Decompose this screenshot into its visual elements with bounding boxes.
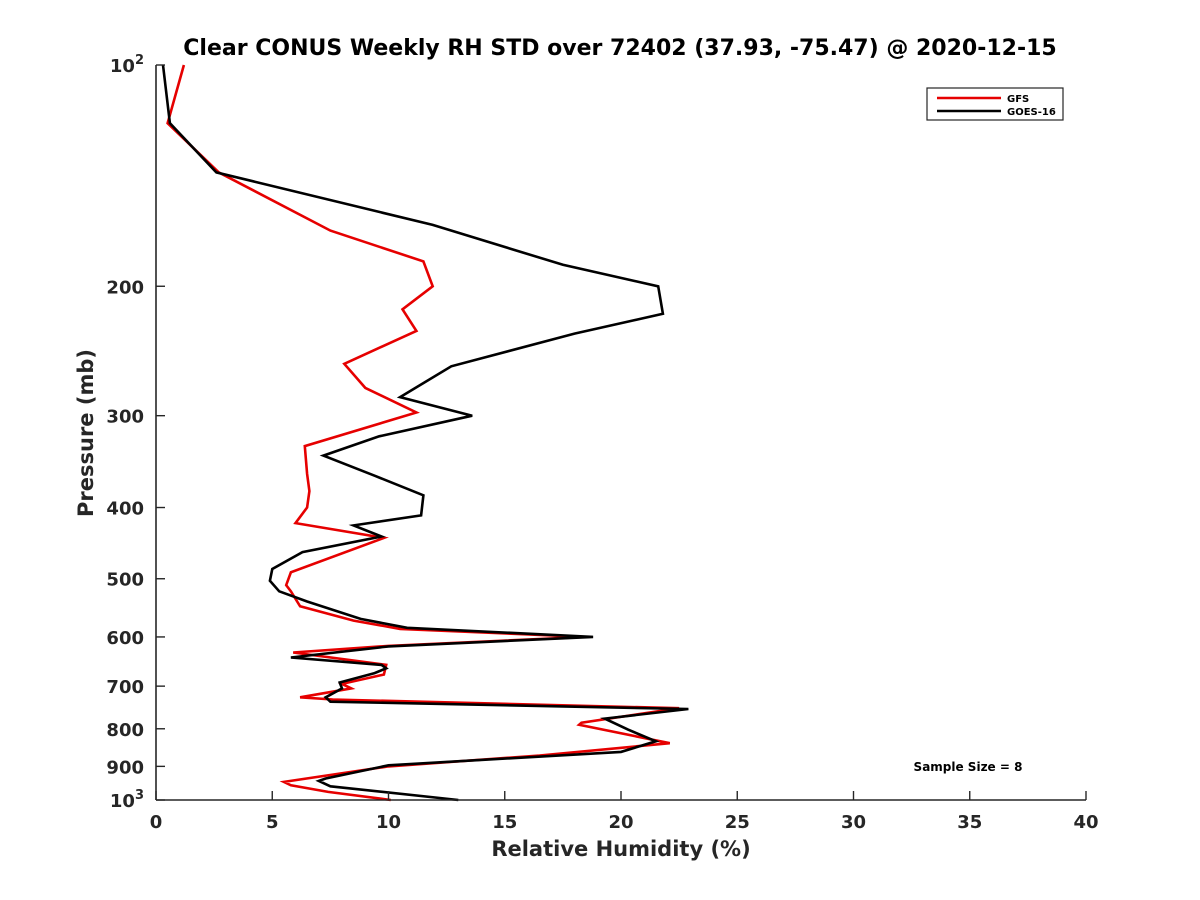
x-tick-label: 25: [725, 812, 750, 833]
x-tick-label: 20: [608, 812, 633, 833]
sample-size-annotation: Sample Size = 8: [914, 760, 1023, 774]
series-line-goes-16: [161, 64, 689, 802]
y-tick-label: 200: [106, 277, 144, 298]
x-axis-label: Relative Humidity (%): [491, 837, 750, 861]
series-layer: [161, 64, 689, 802]
legend: GFS GOES-16: [926, 87, 1064, 121]
series-line-gfs: [166, 64, 680, 802]
y-axis-label: Pressure (mb): [74, 349, 98, 517]
y-tick-label: 300: [106, 407, 144, 428]
x-tick-label: 35: [957, 812, 982, 833]
x-tick-label: 30: [841, 812, 866, 833]
y-tick-label: 500: [106, 570, 144, 591]
x-ticks: 0 5 10 15 20 25 30 35 40: [150, 791, 1099, 833]
legend-box: [926, 87, 1064, 121]
y-tick-label: 400: [106, 499, 144, 520]
x-tick-label: 40: [1073, 812, 1098, 833]
chart-title: Clear CONUS Weekly RH STD over 72402 (37…: [183, 36, 1056, 61]
y-tick-label: 102: [110, 53, 144, 77]
y-tick-label: 600: [106, 628, 144, 649]
y-tick-label: 103: [110, 788, 144, 812]
x-tick-label: 10: [376, 812, 401, 833]
x-tick-label: 0: [150, 812, 163, 833]
y-tick-label: 700: [106, 677, 144, 698]
legend-label: GFS: [1007, 94, 1029, 105]
x-tick-label: 15: [492, 812, 517, 833]
y-tick-label: 800: [106, 720, 144, 741]
y-ticks: 102 200 300 400 500 600 700 800 900 103: [106, 53, 165, 812]
legend-label: GOES-16: [1007, 107, 1056, 118]
y-tick-label: 900: [106, 757, 144, 778]
x-tick-label: 5: [266, 812, 279, 833]
